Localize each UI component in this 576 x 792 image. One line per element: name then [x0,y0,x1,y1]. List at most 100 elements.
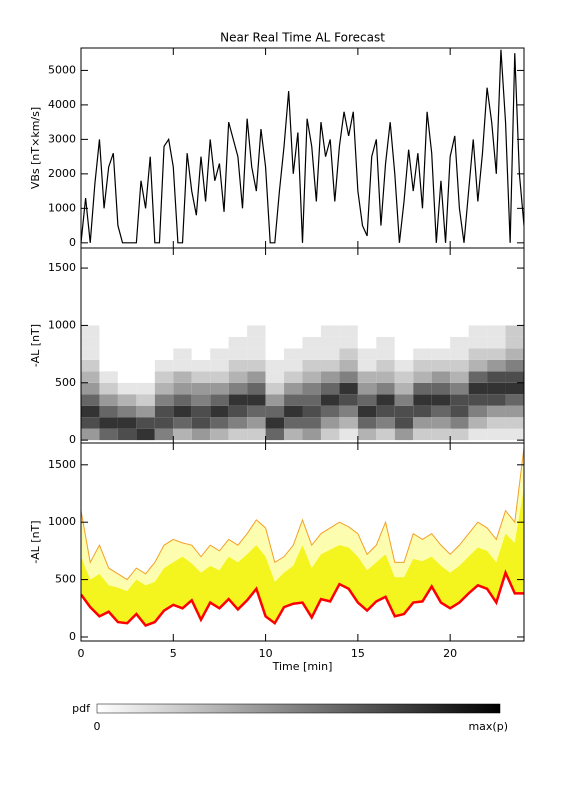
heatmap-cell [117,359,137,372]
heatmap-cell [431,405,451,418]
heatmap-cell [431,371,451,383]
lower-area [81,572,524,641]
heatmap-cell [99,382,118,395]
heatmap-cell [413,417,432,429]
heatmap-cell [284,382,303,395]
heatmap-cell [320,382,340,395]
heatmap-cell [376,336,395,349]
y-tick-label: 3000 [48,132,76,145]
heatmap-cell [99,394,118,406]
heatmap-cell [468,405,488,418]
heatmap-cell [394,325,414,337]
heatmap-cell [247,325,266,337]
y-axis-label: -AL [nT] [29,520,42,563]
heatmap-cell [376,359,395,372]
heatmap-cell [191,348,211,360]
heatmap-cell [284,336,303,349]
y-tick-label: 1500 [48,261,76,274]
heatmap-cell [191,336,211,349]
heatmap-cell [431,382,451,395]
heatmap-cell [191,382,211,395]
heatmap-cell [154,336,174,349]
heatmap-cell [357,371,377,383]
heatmap-cell [357,336,377,349]
heatmap-cell [394,359,414,372]
heatmap-cell [339,348,358,360]
heatmap-cell [450,325,469,337]
heatmap-cell [228,371,248,383]
heatmap-cell [117,336,137,349]
heatmap-cell [191,394,211,406]
heatmap-cell [302,405,321,418]
heatmap-cell [228,336,248,349]
heatmap-cell [284,428,303,441]
heatmap-cell [450,394,469,406]
heatmap-cell [413,394,432,406]
heatmap-cell [431,348,451,360]
panel-frame [80,47,525,249]
heatmap-cell [117,382,137,395]
y-tick-label: 0 [69,630,76,643]
heatmap-cell [487,394,506,406]
heatmap-cell [357,325,377,337]
heatmap-cell [357,359,377,372]
heatmap-cell [320,371,340,383]
heatmap-cell [228,382,248,395]
heatmap-cell [413,359,432,372]
heatmap-cell [320,405,340,418]
colorbar-min-label: 0 [94,720,101,733]
heatmap-cell [339,405,358,418]
heatmap-cell [487,417,506,429]
y-tick-label: 500 [55,376,76,389]
heatmap-cell [154,394,174,406]
heatmap-cell [265,394,285,406]
heatmap-cell [81,371,100,383]
heatmap-cell [339,359,358,372]
y-tick-label: 1000 [48,515,76,528]
heatmap-cell [210,405,229,418]
heatmap-cell [487,325,506,337]
heatmap-cell [136,336,155,349]
heatmap-cell [81,382,100,395]
heatmap-cell [173,394,192,406]
y-tick-label: 4000 [48,98,76,111]
heatmap-cell [99,359,118,372]
heatmap-cell [173,336,192,349]
heatmap-cell [413,348,432,360]
heatmap-cell [136,371,155,383]
heatmap-cell [228,325,248,337]
heatmap-cell [394,405,414,418]
heatmap-cell [284,348,303,360]
heatmap-cell [99,348,118,360]
heatmap-cell [247,417,266,429]
heatmap-cell [210,336,229,349]
lower-line [81,569,524,627]
heatmap-cell [450,428,469,441]
heatmap-cell [431,336,451,349]
heatmap-cell [357,348,377,360]
y-tick-label: 1000 [48,201,76,214]
heatmap-cell [487,348,506,360]
heatmap-cell [191,359,211,372]
heatmap-cell [376,348,395,360]
heatmap-cell [154,325,174,337]
heatmap-cell [210,371,229,383]
heatmap-cell [320,325,340,337]
heatmap-cell [265,428,285,441]
heatmap-cell [357,405,377,418]
heatmap-cell [376,394,395,406]
heatmap-cell [117,348,137,360]
x-tick-label: 15 [351,647,365,660]
heatmap-cell [505,428,524,441]
heatmap-cell [376,371,395,383]
heatmap-cell [431,394,451,406]
heatmap-cell [191,428,211,441]
heatmap-cell [357,428,377,441]
plot-area [81,447,524,641]
heatmap-cell [247,394,266,406]
heatmap-cell [357,394,377,406]
heatmap-cell [487,371,506,383]
x-tick-label: 5 [170,647,177,660]
heatmap-cell [394,417,414,429]
heatmap-cell [210,359,229,372]
